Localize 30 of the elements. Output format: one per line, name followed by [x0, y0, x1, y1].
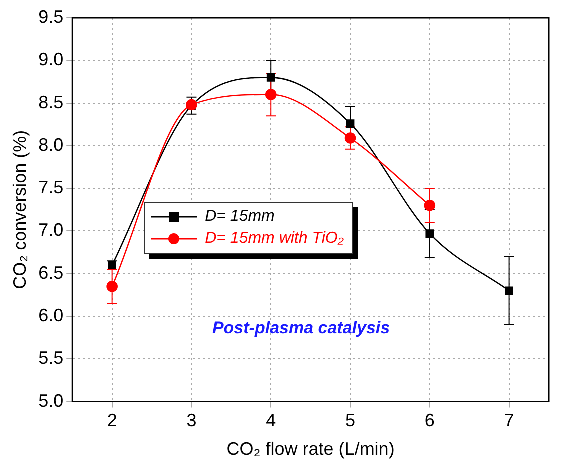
y-tick-label: 5.5	[38, 348, 64, 368]
legend-label: D= 15mm	[205, 208, 275, 226]
point	[346, 120, 355, 128]
point	[265, 89, 277, 100]
point	[426, 230, 434, 238]
x-tick-label: 4	[266, 410, 276, 431]
y-tick-label: 8.0	[38, 134, 64, 155]
point	[266, 74, 276, 82]
y-tick-label: 9.0	[38, 50, 64, 70]
y-tick-label: 6.5	[38, 262, 64, 283]
y-tick-label: 8.5	[38, 92, 64, 112]
point	[424, 200, 436, 212]
y-tick-label: 6.0	[38, 305, 64, 326]
x-tick-label: 5	[346, 410, 356, 431]
x-axis-title: CO₂ flow rate (L/min)	[226, 439, 395, 460]
point	[186, 99, 198, 111]
y-tick-label: 7.5	[38, 178, 64, 198]
point	[344, 132, 356, 144]
x-tick-label: 7	[504, 410, 514, 431]
x-tick-label: 6	[424, 410, 435, 431]
y-tick-label: 9.5	[38, 6, 64, 27]
x-tick-label: 2	[107, 410, 118, 431]
y-axis-title: CO₂ conversion (%)	[10, 130, 30, 290]
annotation: Post-plasma catalysis	[212, 318, 390, 338]
x-tick-label: 3	[186, 410, 197, 431]
y-tick-label: 7.0	[38, 220, 64, 240]
y-tick-label: 5.0	[38, 390, 64, 411]
point	[106, 281, 118, 292]
point	[505, 286, 514, 296]
legend-label: D= 15mm with TiO₂	[205, 230, 344, 248]
